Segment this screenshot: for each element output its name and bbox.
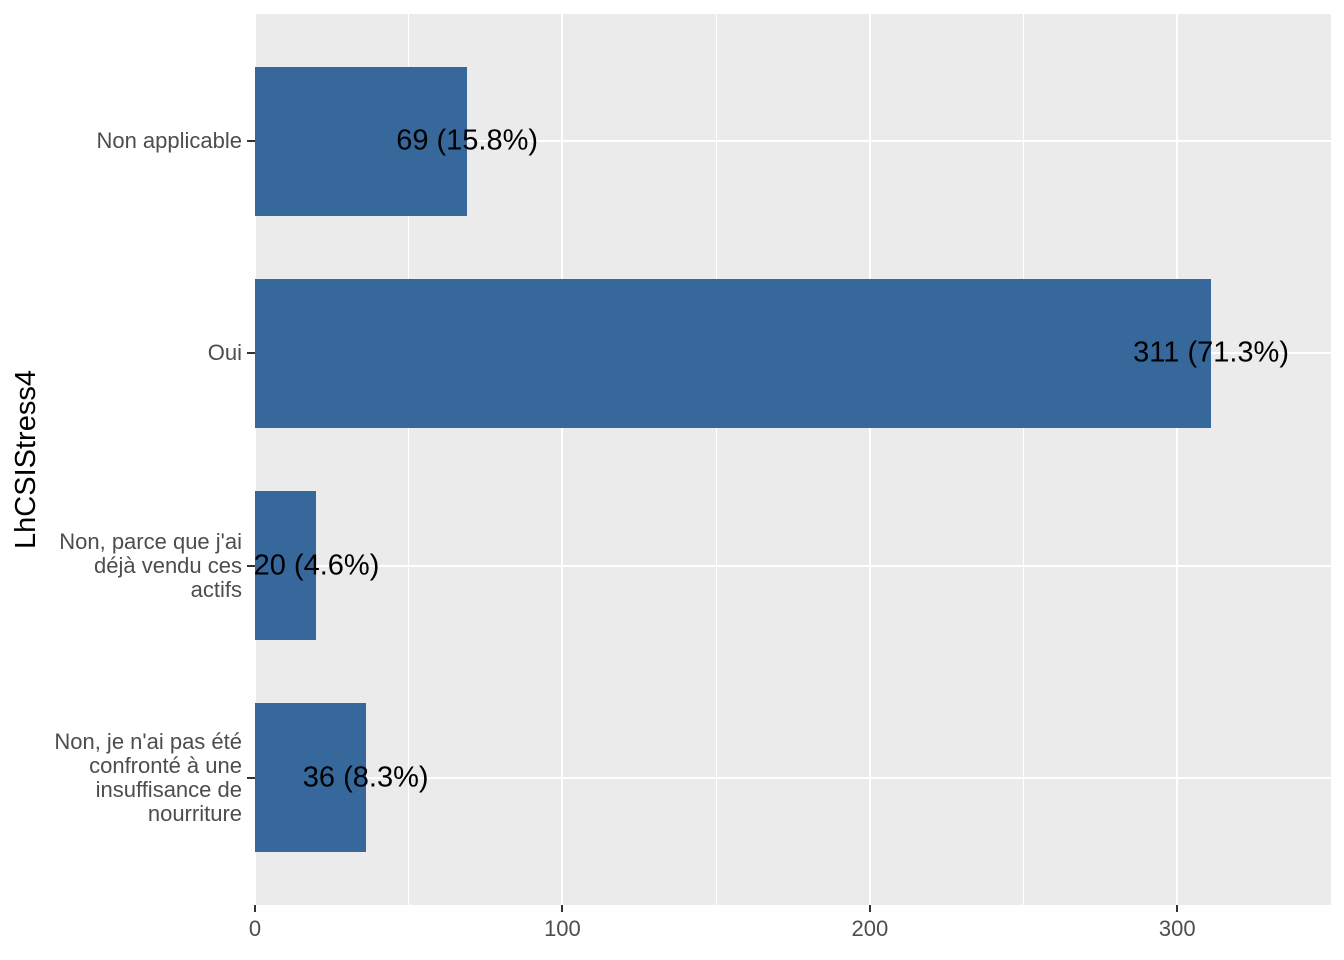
major-gridline [1176, 14, 1179, 905]
minor-gridline [408, 14, 410, 905]
x-tick-label: 200 [851, 916, 889, 941]
y-tick-label-line: actifs [190, 576, 242, 602]
x-tick-mark [254, 905, 256, 912]
plot-panel: 69 (15.8%) 311 (71.3%) 20 (4.6%) 36 (8.3%) [253, 14, 1332, 905]
y-tick-mark [247, 776, 255, 779]
bar [255, 67, 468, 216]
major-gridline [868, 14, 871, 905]
x-tick-mark [561, 905, 564, 912]
bar [255, 279, 1212, 428]
y-tick-mark [247, 140, 255, 143]
y-tick-label-line: Oui [207, 340, 242, 366]
y-tick-label: Oui [0, 341, 242, 365]
bar-value-label: 311 (71.3%) [1133, 336, 1290, 369]
minor-gridline [715, 14, 717, 905]
x-tick-label: 0 [248, 916, 262, 941]
x-tick-mark [1176, 905, 1179, 912]
major-gridline [255, 564, 1331, 567]
y-axis-title-text: LhCSIStress4 [9, 370, 42, 549]
y-tick-label: Non, parce que j'ai déjà vendu ces actifs [0, 528, 242, 602]
bar-value-label: 36 (8.3%) [302, 761, 429, 794]
minor-gridline [1330, 14, 1332, 905]
y-tick-label-line: Non applicable [96, 128, 242, 154]
y-tick-label-line: Non, je n'ai pas été [54, 728, 242, 754]
major-gridline [255, 140, 1331, 143]
y-tick-label-line: insuffisance de [95, 776, 242, 802]
x-tick-label: 300 [1158, 916, 1196, 941]
bar-value-label: 69 (15.8%) [396, 124, 539, 157]
major-gridline [561, 14, 564, 905]
major-gridline [255, 776, 1331, 779]
y-tick-label: Non applicable [0, 129, 242, 153]
y-tick-label-line: nourriture [147, 800, 242, 826]
minor-gridline [1023, 14, 1025, 905]
major-gridline [254, 14, 256, 905]
y-tick-label-line: Non, parce que j'ai [59, 528, 242, 554]
bar-value-label: 20 (4.6%) [253, 549, 380, 582]
y-tick-mark [247, 352, 255, 355]
y-tick-mark [247, 564, 255, 567]
y-tick-label: Non, je n'ai pas été confronté à une insuf… [0, 728, 242, 826]
bar [255, 491, 317, 640]
y-tick-label-line: déjà vendu ces [94, 552, 242, 578]
y-tick-label-line: confronté à une [89, 752, 242, 778]
x-tick-mark [868, 905, 871, 912]
x-tick-label: 100 [544, 916, 581, 941]
bar [255, 703, 366, 852]
